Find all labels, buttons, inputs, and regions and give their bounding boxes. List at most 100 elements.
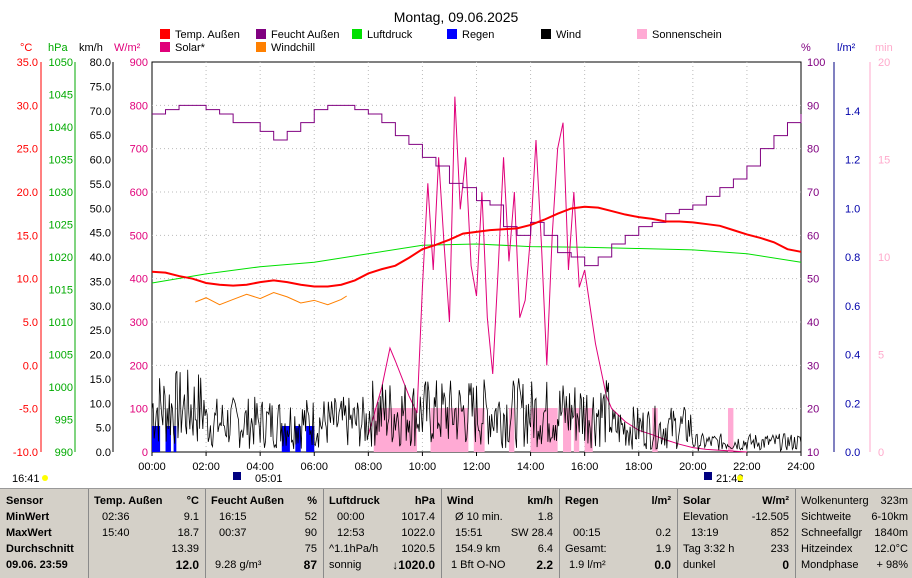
pressure-tick-label: 1010: [49, 317, 73, 329]
solar-sun-hours: Tag 3:32 h: [683, 543, 735, 555]
pressure-tick-label: 1025: [49, 220, 73, 232]
legend-swatch: [160, 29, 170, 39]
solar-avg-value: 233: [770, 543, 789, 555]
wind-tick-label: 5.0: [96, 423, 111, 435]
x-tick-label: 10:00: [409, 461, 437, 473]
rain-tick-label: 1.0: [845, 203, 860, 215]
humidity-unit-label: %: [801, 42, 811, 54]
moonrise-time: 16:41: [12, 473, 40, 485]
wind-tick-label: 75.0: [90, 81, 111, 93]
temp-current-value: 12.0: [175, 558, 199, 572]
humidity-tick-label: 10: [807, 447, 819, 459]
pressure-tick-label: 995: [55, 415, 73, 427]
sunrise-icon: [233, 472, 241, 480]
wind-run: 154.9 km: [455, 543, 501, 555]
solar-unit-label: W/m²: [114, 42, 141, 54]
pressure-tick-label: 1000: [49, 382, 73, 394]
rain-tick-label: 0.4: [845, 350, 860, 362]
solar-max-value: 852: [770, 527, 789, 539]
stats-max-label: MaxWert: [6, 527, 52, 539]
legend-label: Wind: [556, 29, 581, 41]
temp-tick-label: -10.0: [13, 447, 38, 459]
rain-unit: l/m²: [651, 495, 671, 507]
humidity-max-value: 90: [304, 527, 317, 539]
visibility-value: 6-10km: [871, 511, 908, 523]
stats-min-label: MinWert: [6, 511, 50, 523]
stats-col-solar: Solar W/m² Elevation -12.505 13:19 852 Tag …: [677, 489, 796, 578]
stats-col-rain: Regen l/m² 00:15 0.2 Gesamt: 1.9 1.9 l/m² 0.…: [559, 489, 678, 578]
stats-col-extra: Wolkenunterg 323m Sichtweite 6-10km Schnee…: [795, 489, 912, 578]
snowline-label: Schneefallgr: [801, 527, 863, 539]
sunshine-bar: [508, 408, 515, 452]
legend-label: Luftdruck: [367, 29, 413, 41]
humidity-tick-label: 20: [807, 404, 819, 416]
temp-unit-label: °C: [20, 42, 32, 54]
pressure-tick-label: 1050: [49, 57, 73, 69]
wind-tick-label: 65.0: [90, 130, 111, 142]
rain-tick-label: 0.6: [845, 301, 860, 313]
x-tick-label: 20:00: [679, 461, 707, 473]
legend-swatch: [637, 29, 647, 39]
rain-bar: [306, 426, 315, 452]
humidity-tick-label: 70: [807, 187, 819, 199]
wind-beaufort: 1 Bft O-NO: [451, 559, 506, 571]
wind-tick-label: 80.0: [90, 57, 111, 69]
wind-unit: km/h: [527, 495, 553, 507]
x-tick-label: 00:00: [138, 461, 166, 473]
rain-tick-label: 1.2: [845, 155, 860, 167]
humidity-max-time: 00:37: [219, 527, 247, 539]
x-tick-label: 12:00: [463, 461, 491, 473]
humidity-absolute: 9.28 g/m³: [215, 559, 262, 571]
x-tick-label: 14:00: [517, 461, 545, 473]
rain-bar: [165, 426, 171, 452]
humidity-tick-label: 90: [807, 100, 819, 112]
temp-tick-label: 10.0: [17, 274, 38, 286]
weather-chart: Montag, 09.06.2025 Temp. Außen Feucht Auß…: [12, 9, 893, 485]
solar-tick-label: 800: [130, 100, 148, 112]
visibility-label: Sichtweite: [801, 511, 852, 523]
temp-min-time: 02:36: [102, 511, 130, 523]
solar-tick-label: 100: [130, 404, 148, 416]
windchill-line: [195, 291, 347, 306]
legend-label: Regen: [462, 29, 494, 41]
solar-tick-label: 0: [142, 447, 148, 459]
temperature-line: [151, 205, 802, 288]
rain-bar: [152, 426, 161, 452]
rain-tick-label: 0.8: [845, 252, 860, 264]
cloud-base-label: Wolkenunterg: [801, 495, 869, 507]
x-tick-label: 24:00: [787, 461, 815, 473]
rain-tick-label: 0.2: [845, 398, 860, 410]
legend-swatch: [447, 29, 457, 39]
sunshine-bar: [473, 408, 485, 452]
snowline-value: 1840m: [874, 527, 908, 539]
sun-icon: [737, 475, 743, 481]
pressure-tick-label: 1020: [49, 252, 73, 264]
pressure-max-value: 1022.0: [401, 527, 435, 539]
sunrise-time: 05:01: [255, 473, 283, 485]
statistics-panel: Sensor MinWert MaxWert Durchschnitt 09.0…: [0, 488, 912, 578]
temp-tick-label: 35.0: [17, 57, 38, 69]
pressure-tick-label: 1015: [49, 285, 73, 297]
pressure-line: [151, 243, 802, 284]
pressure-header: Luftdruck: [329, 495, 380, 507]
moon-icon: [42, 475, 48, 481]
pressure-min-value: 1017.4: [401, 511, 435, 523]
solar-tick-label: 300: [130, 317, 148, 329]
solar-current-value: 0: [782, 558, 789, 572]
legend-label: Sonnenschein: [652, 29, 722, 41]
wind-line: [151, 369, 802, 453]
wind-tick-label: 50.0: [90, 203, 111, 215]
wind-avg-day: 6.4: [537, 543, 553, 555]
temp-tick-label: 20.0: [17, 187, 38, 199]
legend-swatch: [160, 42, 170, 52]
rain-total-value: 1.9: [655, 543, 671, 555]
temp-max-value: 18.7: [177, 527, 199, 539]
rain-max-value: 0.2: [655, 527, 671, 539]
pressure-tick-label: 1005: [49, 350, 73, 362]
wind-tick-label: 35.0: [90, 276, 111, 288]
temp-tick-label: 25.0: [17, 144, 38, 156]
x-tick-label: 22:00: [733, 461, 761, 473]
moon-phase-value: + 98%: [876, 559, 909, 571]
wind-avg-value: 1.8: [537, 511, 553, 523]
temp-header: Temp. Außen: [94, 495, 163, 507]
